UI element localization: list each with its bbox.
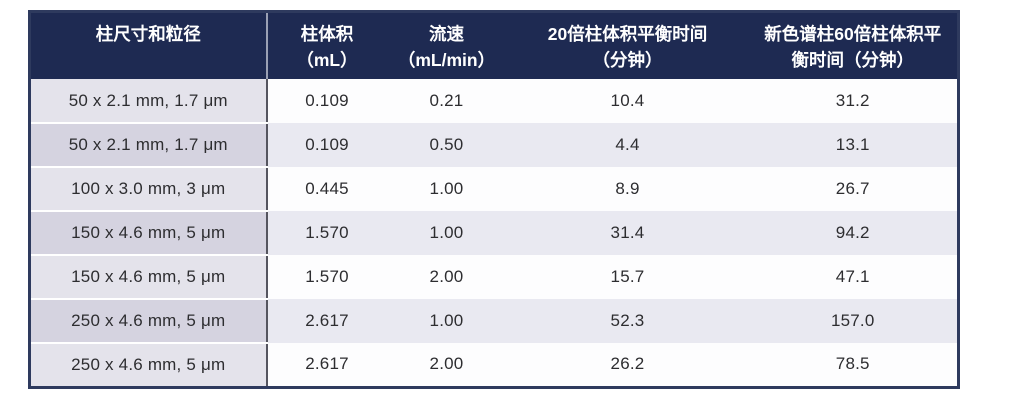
cell-60x-time: 26.7 (748, 167, 959, 211)
cell-column-volume: 0.109 (266, 123, 387, 167)
cell-column-dimensions: 150 x 4.6 mm, 5 μm (29, 255, 268, 300)
header-text: 20倍柱体积平衡时间 (547, 24, 708, 44)
cell-20x-time: 4.4 (506, 123, 749, 167)
table-header-row: 柱尺寸和粒径 柱体积 （mL） 流速 （mL/min） 20倍柱体积平衡时间 （… (29, 11, 959, 79)
cell-60x-time: 157.0 (748, 299, 959, 343)
table-row: 250 x 4.6 mm, 5 μm 2.617 1.00 52.3 157.0 (29, 299, 959, 344)
cell-column-volume: 1.570 (266, 211, 387, 255)
cell-column-volume: 2.617 (266, 299, 387, 343)
cell-column-volume: 2.617 (266, 343, 387, 387)
cell-column-dimensions: 250 x 4.6 mm, 5 μm (29, 299, 268, 344)
cell-flow-rate: 1.00 (386, 211, 507, 255)
cell-flow-rate: 0.50 (386, 123, 507, 167)
cell-flow-rate: 1.00 (386, 167, 507, 211)
table-row: 50 x 2.1 mm, 1.7 μm 0.109 0.50 4.4 13.1 (29, 123, 959, 168)
cell-20x-time: 52.3 (506, 299, 749, 343)
table-row: 50 x 2.1 mm, 1.7 μm 0.109 0.21 10.4 31.2 (29, 79, 959, 124)
header-text: 衡时间（分钟） (791, 50, 915, 70)
cell-20x-time: 15.7 (506, 255, 749, 299)
col-header-flow-rate: 流速 （mL/min） (386, 11, 507, 79)
cell-60x-time: 47.1 (748, 255, 959, 299)
cell-column-dimensions: 50 x 2.1 mm, 1.7 μm (29, 123, 268, 168)
cell-flow-rate: 0.21 (386, 79, 507, 123)
cell-20x-time: 26.2 (506, 343, 749, 387)
cell-60x-time: 78.5 (748, 343, 959, 387)
cell-60x-time: 94.2 (748, 211, 959, 255)
equilibration-time-table: 柱尺寸和粒径 柱体积 （mL） 流速 （mL/min） 20倍柱体积平衡时间 （… (28, 10, 960, 389)
cell-column-dimensions: 250 x 4.6 mm, 5 μm (29, 343, 268, 387)
table-row: 150 x 4.6 mm, 5 μm 1.570 1.00 31.4 94.2 (29, 211, 959, 256)
cell-column-volume: 0.109 (266, 79, 387, 123)
col-header-column-volume: 柱体积 （mL） (266, 11, 387, 79)
cell-column-volume: 1.570 (266, 255, 387, 299)
cell-60x-time: 13.1 (748, 123, 959, 167)
col-header-60x-equilibration-time: 新色谱柱60倍柱体积平 衡时间（分钟） (748, 11, 959, 79)
header-text: （分钟） (592, 50, 663, 70)
cell-flow-rate: 1.00 (386, 299, 507, 343)
cell-20x-time: 31.4 (506, 211, 749, 255)
header-text: 新色谱柱60倍柱体积平 (764, 24, 942, 44)
header-text: 柱尺寸和粒径 (95, 24, 201, 44)
col-header-column-dimensions: 柱尺寸和粒径 (29, 11, 268, 79)
cell-column-dimensions: 150 x 4.6 mm, 5 μm (29, 211, 268, 256)
header-text: （mL/min） (397, 50, 496, 70)
cell-60x-time: 31.2 (748, 79, 959, 123)
cell-column-dimensions: 50 x 2.1 mm, 1.7 μm (29, 79, 268, 124)
cell-column-dimensions: 100 x 3.0 mm, 3 μm (29, 167, 268, 212)
col-header-20x-equilibration-time: 20倍柱体积平衡时间 （分钟） (506, 11, 749, 79)
table-row: 100 x 3.0 mm, 3 μm 0.445 1.00 8.9 26.7 (29, 167, 959, 212)
table-row: 250 x 4.6 mm, 5 μm 2.617 2.00 26.2 78.5 (29, 343, 959, 387)
header-text: 柱体积 (300, 24, 354, 44)
cell-flow-rate: 2.00 (386, 343, 507, 387)
header-text: 流速 (429, 24, 464, 44)
header-text: （mL） (296, 50, 358, 70)
table-row: 150 x 4.6 mm, 5 μm 1.570 2.00 15.7 47.1 (29, 255, 959, 300)
cell-flow-rate: 2.00 (386, 255, 507, 299)
cell-20x-time: 8.9 (506, 167, 749, 211)
cell-20x-time: 10.4 (506, 79, 749, 123)
cell-column-volume: 0.445 (266, 167, 387, 211)
